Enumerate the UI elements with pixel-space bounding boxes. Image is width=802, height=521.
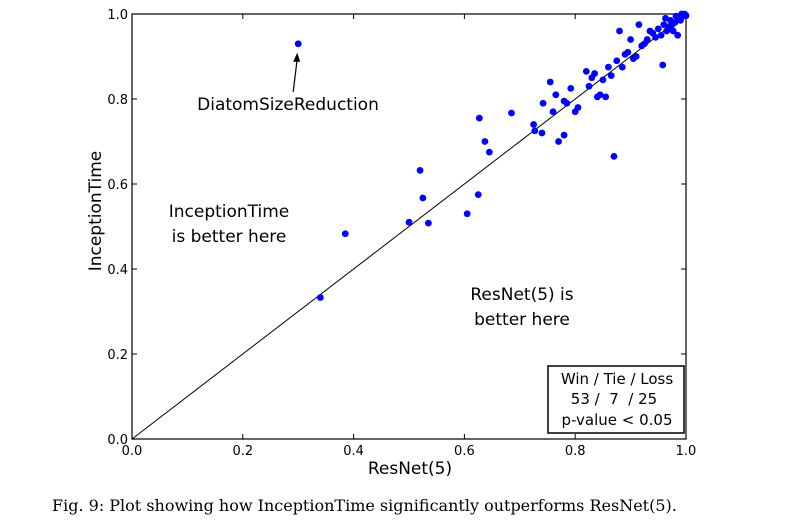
data-point <box>416 167 424 174</box>
y-tick-label: 0.0 <box>107 433 128 448</box>
data-point <box>508 109 515 117</box>
stats-header: Win / Tie / Loss <box>561 370 674 388</box>
data-point <box>635 21 643 29</box>
data-point <box>539 99 547 107</box>
stats-box <box>547 365 685 434</box>
data-point <box>341 230 349 238</box>
data-point <box>474 191 482 199</box>
data-point <box>316 294 324 301</box>
data-point <box>643 36 651 43</box>
data-point <box>582 67 590 75</box>
stats-counts: 53 / 7 / 25 <box>571 390 657 408</box>
data-point <box>405 218 413 226</box>
data-point <box>481 138 489 145</box>
data-point <box>618 63 626 71</box>
y-axis-label: InceptionTime <box>86 151 106 272</box>
x-tick-label: 0.6 <box>454 444 475 459</box>
data-point <box>585 82 593 90</box>
data-point <box>654 25 662 33</box>
data-point <box>671 19 679 26</box>
data-point <box>632 53 640 60</box>
data-point <box>555 138 562 145</box>
data-point <box>530 121 538 128</box>
y-tick-label: 0.4 <box>107 263 128 278</box>
x-tick-label: 0.4 <box>343 444 364 459</box>
data-point <box>659 61 667 69</box>
stats-pvalue: p-value < 0.05 <box>561 411 672 429</box>
figure-caption: Fig. 9: Plot showing how InceptionTime s… <box>52 496 677 515</box>
data-point <box>657 31 665 39</box>
annotation-inception-line2: is better here <box>172 227 287 247</box>
annotation-diatom: DiatomSizeReduction <box>197 95 379 115</box>
data-point <box>294 40 302 48</box>
x-tick-label: 0.0 <box>122 444 143 459</box>
x-tick-label: 0.2 <box>232 444 253 459</box>
data-point <box>574 104 582 111</box>
x-tick-label: 0.8 <box>565 444 586 459</box>
y-axis-ticks: 0.0 0.2 0.4 0.6 0.8 1.0 <box>107 8 686 448</box>
data-point <box>624 48 632 56</box>
data-point <box>607 72 615 80</box>
data-point <box>599 76 607 84</box>
x-axis-ticks: 0.0 0.2 0.4 0.6 0.8 1.0 <box>122 14 697 459</box>
data-point <box>563 99 571 107</box>
annotation-resnet-line1: ResNet(5) is <box>470 285 573 305</box>
data-point <box>531 127 539 135</box>
data-point <box>591 70 598 77</box>
y-tick-label: 1.0 <box>107 8 128 23</box>
data-point <box>538 129 546 137</box>
x-axis-label: ResNet(5) <box>368 459 452 479</box>
data-points <box>294 10 690 301</box>
diagonal-line <box>131 13 687 440</box>
data-point <box>652 33 659 41</box>
annotation-arrow <box>292 58 298 93</box>
data-point <box>560 131 568 139</box>
data-point <box>549 108 557 116</box>
data-point <box>463 210 471 218</box>
data-point <box>682 12 690 20</box>
y-tick-label: 0.2 <box>107 348 128 363</box>
data-point <box>485 148 493 156</box>
annotation-inception-line1: InceptionTime <box>169 202 290 222</box>
data-point <box>424 219 432 227</box>
x-tick-label: 1.0 <box>676 444 697 459</box>
data-point <box>674 31 682 39</box>
data-point <box>419 194 427 202</box>
y-tick-label: 0.6 <box>107 178 128 193</box>
data-point <box>605 63 612 71</box>
y-tick-label: 0.8 <box>107 93 128 108</box>
data-point <box>610 152 618 160</box>
data-point <box>552 91 560 99</box>
annotation-arrow-head <box>293 52 301 62</box>
data-point <box>602 93 610 101</box>
data-point <box>546 78 554 86</box>
data-point <box>596 91 604 99</box>
data-point <box>567 84 575 92</box>
data-point <box>616 27 623 35</box>
annotation-resnet-line2: better here <box>474 310 570 330</box>
data-point <box>613 57 621 65</box>
data-point <box>627 36 634 43</box>
data-point <box>475 114 483 122</box>
data-point <box>669 27 677 35</box>
